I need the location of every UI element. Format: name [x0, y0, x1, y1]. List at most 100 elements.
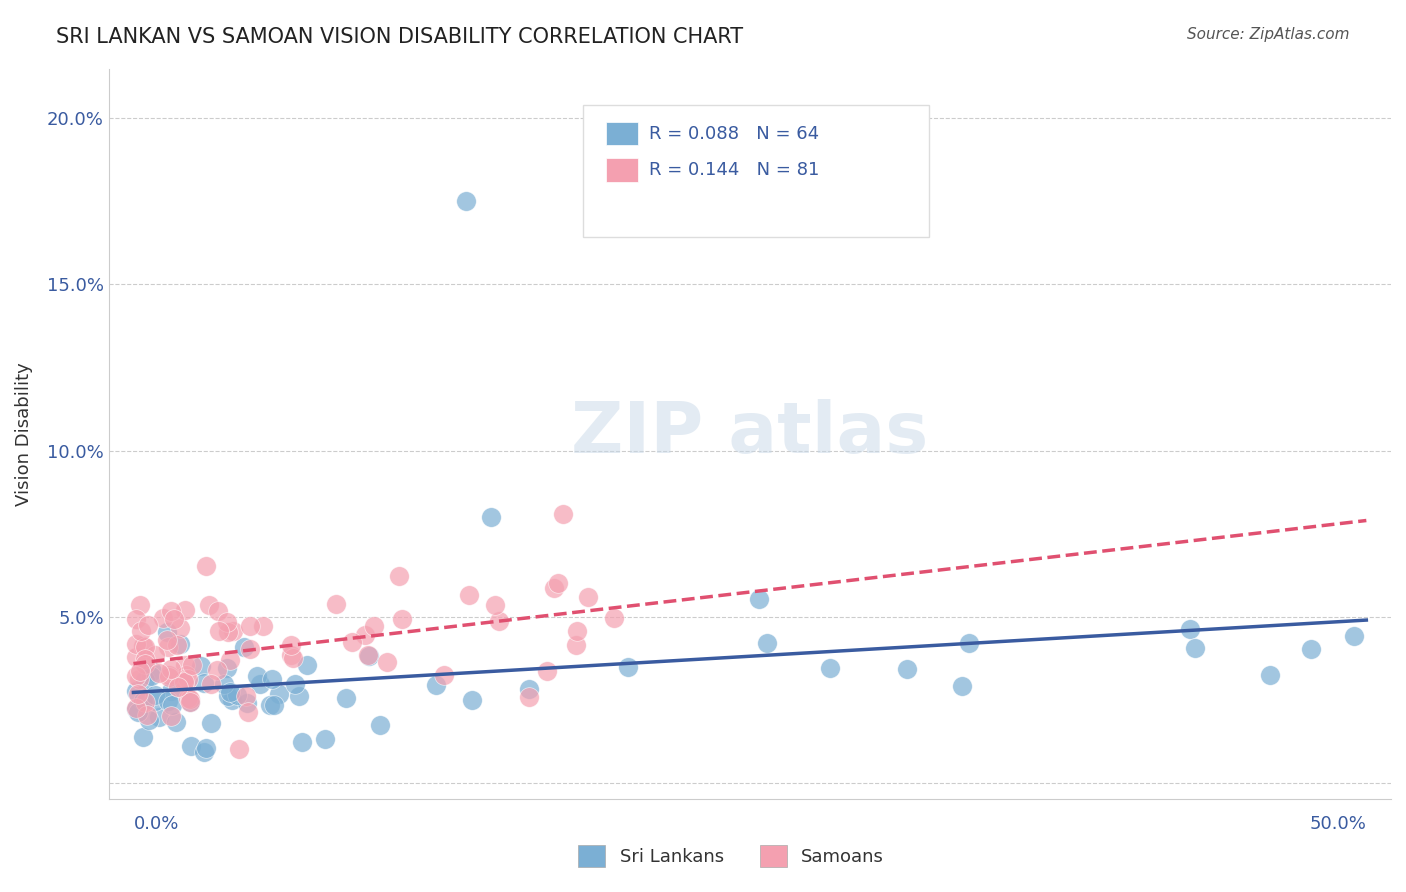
- Point: [617, 659, 640, 673]
- Point: [1178, 622, 1201, 636]
- FancyBboxPatch shape: [606, 122, 638, 145]
- Point: [163, 612, 186, 626]
- Point: [246, 669, 269, 683]
- Point: [219, 684, 242, 698]
- Point: [193, 745, 215, 759]
- Point: [756, 636, 779, 650]
- Point: [325, 597, 347, 611]
- Point: [208, 624, 231, 638]
- Point: [236, 696, 259, 710]
- Point: [896, 662, 918, 676]
- Point: [127, 686, 149, 700]
- Text: ZIP atlas: ZIP atlas: [571, 400, 928, 468]
- Point: [160, 604, 183, 618]
- Point: [297, 657, 319, 672]
- Point: [148, 709, 170, 723]
- Point: [280, 648, 302, 663]
- Point: [1260, 668, 1282, 682]
- Point: [169, 621, 191, 635]
- Point: [195, 741, 218, 756]
- Point: [200, 715, 222, 730]
- Point: [200, 677, 222, 691]
- Point: [129, 624, 152, 639]
- Point: [125, 637, 148, 651]
- Point: [190, 658, 212, 673]
- Point: [125, 684, 148, 698]
- FancyBboxPatch shape: [583, 105, 929, 236]
- Point: [458, 588, 481, 602]
- Point: [162, 698, 184, 713]
- Point: [173, 675, 195, 690]
- Point: [260, 672, 283, 686]
- Point: [603, 611, 626, 625]
- Point: [239, 642, 262, 657]
- Point: [143, 688, 166, 702]
- Point: [166, 638, 188, 652]
- Point: [125, 612, 148, 626]
- Point: [205, 663, 228, 677]
- Text: 0.0%: 0.0%: [134, 815, 179, 833]
- Point: [143, 693, 166, 707]
- Point: [484, 599, 506, 613]
- FancyBboxPatch shape: [606, 159, 638, 182]
- Point: [166, 680, 188, 694]
- Point: [543, 581, 565, 595]
- Text: R = 0.144   N = 81: R = 0.144 N = 81: [648, 161, 818, 179]
- Point: [354, 628, 377, 642]
- Point: [141, 664, 163, 678]
- Point: [152, 611, 174, 625]
- Point: [134, 673, 156, 687]
- Point: [267, 687, 290, 701]
- Point: [1184, 641, 1206, 656]
- Point: [181, 658, 204, 673]
- Point: [388, 569, 411, 583]
- Point: [156, 625, 179, 640]
- Point: [957, 636, 980, 650]
- Point: [221, 693, 243, 707]
- Point: [207, 604, 229, 618]
- Point: [576, 591, 599, 605]
- Point: [249, 677, 271, 691]
- Point: [233, 640, 256, 654]
- Text: Source: ZipAtlas.com: Source: ZipAtlas.com: [1187, 27, 1350, 42]
- Point: [748, 591, 770, 606]
- Point: [1343, 629, 1365, 643]
- Point: [236, 705, 259, 719]
- Point: [143, 648, 166, 662]
- Point: [136, 618, 159, 632]
- Point: [179, 695, 201, 709]
- Point: [517, 681, 540, 696]
- Point: [179, 695, 201, 709]
- Point: [134, 695, 156, 709]
- Point: [314, 731, 336, 746]
- Point: [235, 689, 257, 703]
- Point: [160, 684, 183, 698]
- Text: 50.0%: 50.0%: [1309, 815, 1367, 833]
- Point: [375, 655, 398, 669]
- Point: [134, 657, 156, 672]
- Point: [177, 673, 200, 687]
- Point: [228, 742, 250, 756]
- Point: [479, 510, 502, 524]
- Point: [283, 651, 305, 665]
- Point: [357, 648, 380, 662]
- Point: [221, 624, 243, 639]
- Point: [217, 625, 239, 640]
- Point: [198, 598, 221, 612]
- Point: [127, 705, 149, 719]
- Y-axis label: Vision Disability: Vision Disability: [15, 362, 32, 506]
- Point: [156, 632, 179, 647]
- Point: [335, 690, 357, 705]
- Point: [433, 668, 456, 682]
- Point: [284, 677, 307, 691]
- Point: [1301, 642, 1323, 657]
- Point: [131, 730, 153, 744]
- Point: [368, 718, 391, 732]
- Point: [193, 676, 215, 690]
- Point: [174, 668, 197, 682]
- Point: [565, 638, 588, 652]
- Point: [226, 688, 249, 702]
- Point: [125, 669, 148, 683]
- Point: [157, 670, 180, 684]
- Point: [180, 739, 202, 753]
